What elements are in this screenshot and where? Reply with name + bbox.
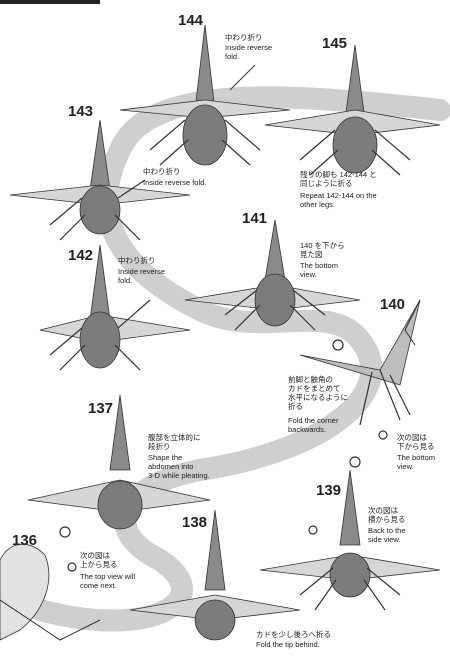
page-tab-marker (0, 0, 100, 4)
step-144-english: Inside reverse fold. (225, 43, 273, 61)
figure-step-137 (27, 394, 211, 530)
eye-icon (67, 430, 388, 572)
figure-step-136 (0, 543, 101, 641)
step-138-english: Fold the tip behind. (256, 640, 320, 649)
step-142-japanese: 中わり折り (118, 256, 156, 265)
figure-step-145 (264, 44, 441, 176)
rotate-icon (59, 339, 361, 538)
step-141-japanese: 140 を下から 見た図 (300, 241, 345, 259)
step-138-japanese: カドを少し後ろへ折る (256, 630, 331, 639)
step-143-english: Inside reverse fold. (143, 178, 207, 187)
step-136-english: The top view will come next. (80, 572, 136, 590)
step-140-english: Fold the corner backwards. (288, 416, 339, 434)
figure-step-142 (39, 244, 191, 371)
step-number-138: 138 (182, 514, 208, 531)
step-145-english: Repeat 142-144 on the other legs. (300, 191, 377, 209)
step-number-137: 137 (88, 400, 114, 417)
step-number-143: 143 (68, 103, 94, 120)
step-140-japanese: 前脚と触角の カドをまとめて 水平になるように 折る (288, 375, 348, 411)
step-136-japanese: 次の図は 上から見る (80, 551, 118, 569)
step-number-139: 139 (316, 482, 342, 499)
figure-step-144 (119, 24, 291, 166)
step-number-136: 136 (12, 532, 38, 549)
step-137-japanese: 腹部を立体的に 段折り (148, 433, 201, 451)
flow-path (29, 86, 450, 632)
figure-step-140 (299, 299, 421, 426)
step-145-japanese: 残りの脚も 142-144 と 同じように折る (300, 170, 377, 188)
step-144-japanese: 中わり折り (225, 33, 263, 42)
step-140-view-japanese: 次の図は 下から見る (397, 433, 435, 451)
step-number-141: 141 (242, 210, 268, 227)
step-number-140: 140 (380, 296, 406, 313)
step-number-142: 142 (68, 247, 94, 264)
figure-step-139 (259, 469, 441, 611)
step-142-english: Inside reverse fold. (118, 267, 166, 285)
step-141-english: The bottom view. (300, 261, 338, 279)
step-140-view-english: The bottom view. (397, 453, 435, 471)
step-number-145: 145 (322, 35, 348, 52)
figure-step-141 (184, 219, 361, 331)
step-137-english: Shape the abdomen into 3-D while pleatin… (148, 453, 210, 480)
step-139-japanese: 次の図は 横から見る (368, 506, 406, 524)
step-number-144: 144 (178, 12, 204, 29)
figure-step-138 (129, 509, 301, 641)
step-139-english: Back to the side view. (368, 526, 406, 544)
step-143-japanese: 中わり折り (143, 167, 181, 176)
figure-step-143 (9, 119, 191, 241)
